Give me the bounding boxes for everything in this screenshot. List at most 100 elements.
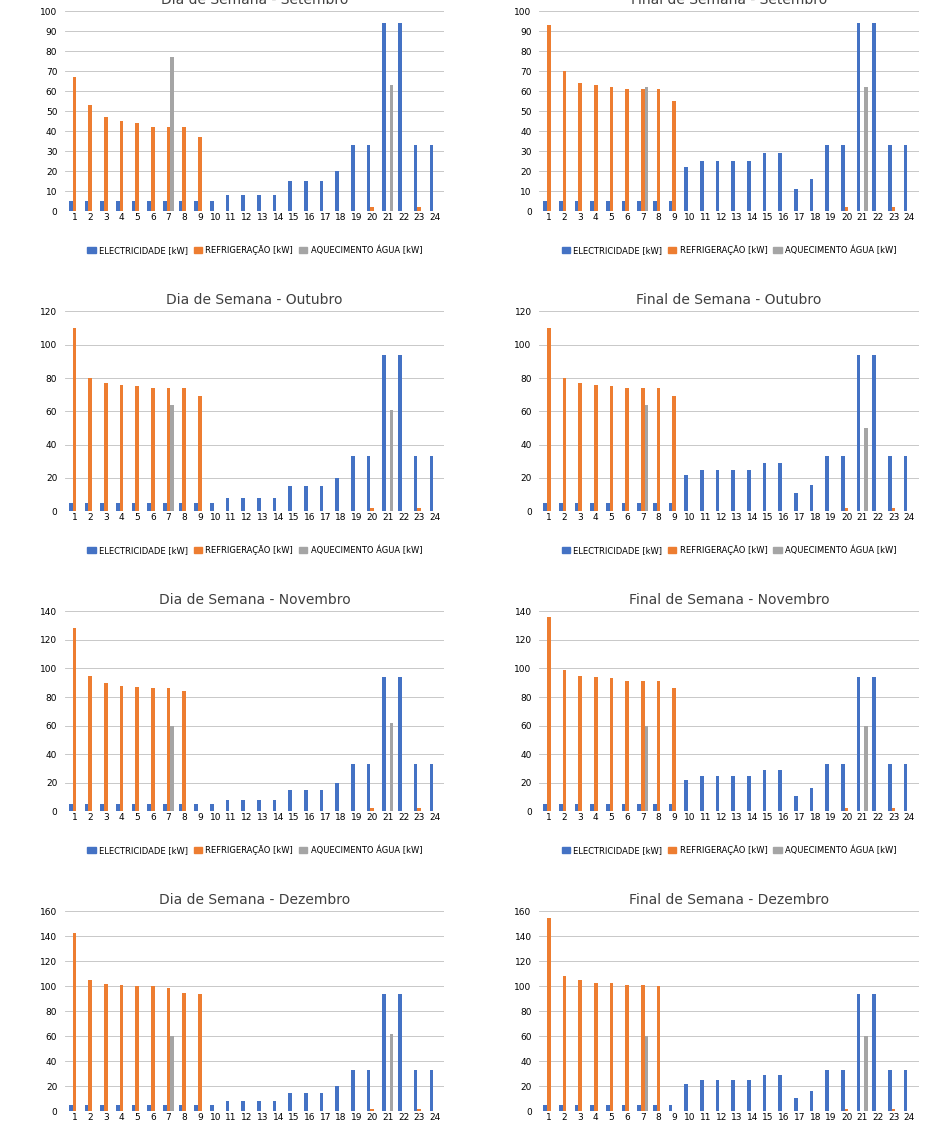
- Bar: [413, 1070, 417, 1111]
- Bar: [120, 686, 123, 811]
- Bar: [382, 355, 386, 511]
- Title: Final de Semana - Dezembro: Final de Semana - Dezembro: [629, 894, 828, 907]
- Bar: [370, 508, 374, 511]
- Bar: [590, 804, 593, 811]
- Bar: [84, 202, 88, 211]
- Bar: [641, 90, 644, 211]
- Bar: [417, 508, 421, 511]
- Bar: [609, 87, 613, 211]
- Bar: [609, 678, 613, 811]
- Bar: [871, 355, 875, 511]
- Bar: [621, 1105, 625, 1111]
- Bar: [197, 137, 201, 211]
- Bar: [668, 1105, 671, 1111]
- Bar: [417, 208, 421, 211]
- Bar: [320, 790, 324, 811]
- Bar: [558, 804, 562, 811]
- Bar: [273, 1101, 276, 1111]
- Bar: [182, 388, 185, 511]
- Bar: [163, 804, 167, 811]
- Bar: [382, 993, 386, 1111]
- Bar: [88, 980, 92, 1111]
- Bar: [84, 1105, 88, 1111]
- Bar: [182, 992, 185, 1111]
- Bar: [794, 493, 797, 511]
- Bar: [856, 677, 859, 811]
- Bar: [257, 498, 260, 511]
- Bar: [891, 809, 895, 811]
- Bar: [887, 456, 891, 511]
- Bar: [241, 1101, 245, 1111]
- Legend: ELECTRICIDADE [kW], REFRIGERAÇÃO [kW], AQUECIMENTO ÁGUA [kW]: ELECTRICIDADE [kW], REFRIGERAÇÃO [kW], A…: [83, 841, 425, 858]
- Bar: [656, 987, 659, 1111]
- Bar: [809, 484, 813, 511]
- Bar: [637, 202, 641, 211]
- Bar: [88, 676, 92, 811]
- Bar: [778, 770, 781, 811]
- Bar: [671, 688, 675, 811]
- Bar: [72, 628, 76, 811]
- Bar: [370, 1109, 374, 1111]
- Title: Dia de Semana - Outubro: Dia de Semana - Outubro: [166, 294, 343, 307]
- Bar: [546, 917, 550, 1111]
- Bar: [625, 90, 629, 211]
- Bar: [413, 145, 417, 211]
- Bar: [891, 1109, 895, 1111]
- Bar: [562, 670, 565, 811]
- Bar: [671, 101, 675, 211]
- Bar: [578, 980, 581, 1111]
- Bar: [762, 770, 766, 811]
- Bar: [578, 676, 581, 811]
- Bar: [593, 85, 597, 211]
- Bar: [542, 503, 546, 511]
- Bar: [656, 388, 659, 511]
- Bar: [225, 799, 229, 811]
- Bar: [210, 202, 213, 211]
- Bar: [558, 202, 562, 211]
- Bar: [170, 405, 173, 511]
- Bar: [730, 469, 734, 511]
- Bar: [621, 503, 625, 511]
- Bar: [273, 195, 276, 211]
- Bar: [699, 469, 703, 511]
- Bar: [72, 932, 76, 1111]
- Bar: [178, 804, 182, 811]
- Bar: [824, 456, 828, 511]
- Legend: ELECTRICIDADE [kW], REFRIGERAÇÃO [kW], AQUECIMENTO ÁGUA [kW]: ELECTRICIDADE [kW], REFRIGERAÇÃO [kW], A…: [558, 542, 899, 558]
- Title: Final de Semana - Novembro: Final de Semana - Novembro: [628, 593, 829, 608]
- Bar: [120, 384, 123, 511]
- Bar: [637, 804, 641, 811]
- Bar: [856, 355, 859, 511]
- Bar: [809, 179, 813, 211]
- Bar: [288, 1092, 292, 1111]
- Bar: [350, 1070, 354, 1111]
- Bar: [398, 355, 401, 511]
- Bar: [194, 1105, 197, 1111]
- Bar: [840, 456, 844, 511]
- Bar: [871, 24, 875, 211]
- Bar: [671, 397, 675, 511]
- Bar: [320, 1092, 324, 1111]
- Bar: [389, 722, 393, 811]
- Bar: [590, 202, 593, 211]
- Bar: [273, 799, 276, 811]
- Bar: [170, 726, 173, 811]
- Title: Dia de Semana - Setembro: Dia de Semana - Setembro: [160, 0, 348, 8]
- Bar: [429, 456, 433, 511]
- Bar: [840, 1070, 844, 1111]
- Bar: [151, 127, 155, 211]
- Bar: [824, 1070, 828, 1111]
- Bar: [746, 1080, 750, 1111]
- Bar: [903, 1070, 907, 1111]
- Bar: [656, 90, 659, 211]
- Bar: [241, 195, 245, 211]
- Bar: [863, 428, 867, 511]
- Bar: [69, 804, 72, 811]
- Bar: [429, 145, 433, 211]
- Bar: [840, 145, 844, 211]
- Bar: [621, 202, 625, 211]
- Bar: [546, 25, 550, 211]
- Bar: [366, 456, 370, 511]
- Legend: ELECTRICIDADE [kW], REFRIGERAÇÃO [kW], AQUECIMENTO ÁGUA [kW]: ELECTRICIDADE [kW], REFRIGERAÇÃO [kW], A…: [83, 242, 425, 259]
- Bar: [335, 171, 338, 211]
